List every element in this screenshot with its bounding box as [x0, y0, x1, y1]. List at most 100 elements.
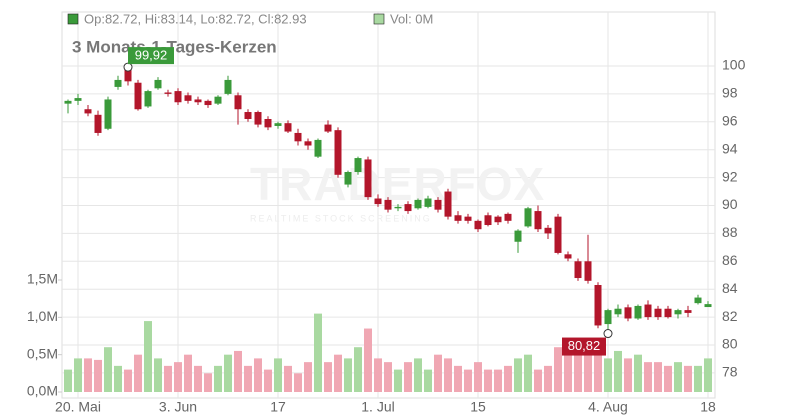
candle-body — [144, 91, 152, 107]
volume-bar — [524, 354, 532, 392]
candle-body — [574, 261, 582, 279]
candle-body — [394, 206, 402, 209]
annotation-box — [562, 337, 606, 356]
candle-layer — [64, 67, 712, 334]
volume-bar — [414, 358, 422, 392]
candle-body — [454, 215, 462, 221]
y-tick-label: 86 — [722, 252, 738, 268]
candle-body — [504, 213, 512, 221]
candle-body — [204, 100, 212, 106]
volume-bar — [504, 365, 512, 392]
volume-bar — [104, 347, 112, 392]
volume-bar — [424, 369, 432, 392]
y-tick-label: 78 — [722, 364, 738, 380]
volume-bar — [534, 369, 542, 392]
volume-bar — [484, 369, 492, 392]
candle-body — [424, 198, 432, 207]
volume-bar — [94, 359, 102, 392]
volume-bar — [74, 358, 82, 392]
y-tick-label: 94 — [722, 140, 738, 156]
volume-bar — [654, 362, 662, 392]
candle-body — [244, 112, 252, 119]
candle-body — [384, 199, 392, 210]
candle-body — [124, 68, 132, 82]
candle-body — [344, 172, 352, 185]
volume-bar — [374, 358, 382, 392]
candle-body — [604, 310, 612, 325]
candle-body — [404, 204, 412, 212]
volume-tick-label: 1,5M — [27, 271, 58, 287]
volume-bar — [604, 358, 612, 392]
y-tick-label: 90 — [722, 196, 738, 212]
volume-bar — [684, 365, 692, 392]
volume-bar — [344, 358, 352, 392]
candle-body — [164, 92, 172, 94]
watermark-subtitle: REALTIME STOCK SCREENING — [250, 213, 432, 223]
candle-body — [444, 191, 452, 217]
volume-bar — [494, 369, 502, 392]
candle-body — [214, 96, 222, 104]
volume-bar — [644, 362, 652, 392]
volume-bar — [564, 347, 572, 392]
volume-bar — [164, 365, 172, 392]
volume-bar — [134, 354, 142, 392]
volume-bar — [694, 365, 702, 392]
volume-bar — [314, 313, 322, 392]
volume-bar — [354, 347, 362, 392]
x-tick-label: 3. Jun — [159, 399, 197, 415]
volume-bar — [84, 358, 92, 392]
volume-bar — [384, 362, 392, 392]
volume-bar — [264, 369, 272, 392]
volume-bar — [454, 365, 462, 392]
volume-bar — [204, 373, 212, 392]
candle-body — [284, 123, 292, 132]
volume-bar — [404, 362, 412, 392]
volume-bar — [584, 350, 592, 392]
candle-body — [114, 79, 122, 87]
candle-body — [654, 308, 662, 318]
ohlc-label: Op:82.72, Hi:83.14, Lo:82.72, Cl:82.93 — [84, 11, 307, 26]
volume-bar — [284, 365, 292, 392]
volume-bar — [114, 365, 122, 392]
volume-bar — [304, 362, 312, 392]
volume-label: Vol: 0M — [390, 11, 433, 26]
candle-body — [234, 95, 242, 110]
candle-body — [674, 310, 682, 315]
volume-bar — [664, 365, 672, 392]
candle-body — [84, 109, 92, 114]
candle-body — [494, 216, 502, 223]
candle-body — [684, 310, 692, 313]
candle-body — [184, 95, 192, 101]
candle-body — [474, 220, 482, 230]
volume-bar — [324, 362, 332, 392]
candle-body — [644, 304, 652, 318]
annotation-marker — [603, 329, 613, 339]
volume-bar — [124, 369, 132, 392]
y-tick-label: 100 — [722, 57, 746, 73]
candle-body — [154, 79, 162, 89]
legend-swatch — [67, 13, 79, 25]
candle-body — [624, 307, 632, 319]
volume-tick-label: 0,5M — [27, 345, 58, 361]
volume-bar — [364, 328, 372, 392]
y-tick-label: 98 — [722, 85, 738, 101]
candle-body — [464, 216, 472, 221]
candle-body — [514, 230, 522, 242]
x-tick-label: 18 — [700, 399, 716, 415]
candle-body — [224, 79, 232, 94]
legend-swatch — [373, 13, 385, 25]
candle-body — [434, 199, 442, 210]
candle-body — [294, 132, 302, 142]
candle-body — [194, 99, 202, 103]
candle-body — [614, 308, 622, 315]
candle-body — [534, 211, 542, 230]
candle-body — [544, 227, 552, 234]
volume-bar — [254, 358, 262, 392]
volume-bar — [234, 350, 242, 392]
volume-tick-label: 0,0M — [27, 383, 58, 399]
candle-body — [74, 98, 82, 101]
volume-bar — [194, 365, 202, 392]
volume-bar — [144, 321, 152, 392]
candle-body — [704, 304, 712, 308]
candle-body — [134, 82, 142, 110]
